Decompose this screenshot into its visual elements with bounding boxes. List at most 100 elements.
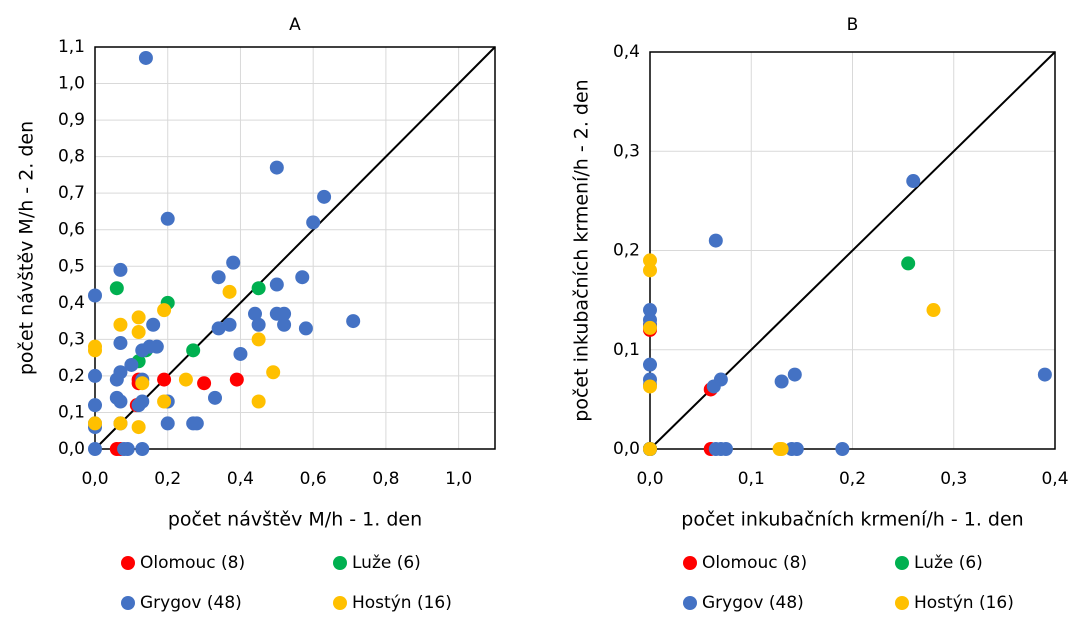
data-point	[643, 263, 657, 278]
data-point	[138, 50, 153, 65]
data-point	[211, 321, 226, 336]
data-point	[211, 270, 226, 285]
legend-label: Luže (6)	[352, 553, 421, 573]
x-tick-label: 0,4	[1041, 469, 1068, 489]
data-point	[149, 339, 164, 354]
data-point	[208, 390, 222, 405]
legend-label: Hostýn (16)	[914, 593, 1014, 613]
legend-label: Hostýn (16)	[352, 593, 452, 613]
x-tick-label: 0,4	[227, 469, 254, 489]
data-point	[787, 367, 802, 382]
data-point	[124, 357, 139, 372]
y-tick-label: 0,6	[58, 220, 85, 240]
data-point	[178, 372, 193, 387]
y-tick-label: 1,1	[58, 37, 85, 57]
data-point	[772, 442, 787, 456]
data-point	[88, 398, 102, 413]
data-point	[251, 394, 266, 409]
y-tick-label: 0,3	[613, 141, 640, 161]
x-axis-label: počet inkubačních krmení/h - 1. den	[681, 509, 1023, 531]
x-axis-label: počet návštěv M/h - 1. den	[168, 509, 422, 531]
data-point	[131, 310, 146, 325]
data-point	[906, 174, 921, 189]
data-point	[135, 442, 150, 456]
data-point	[277, 306, 292, 321]
data-point	[643, 379, 657, 394]
y-tick-label: 0,4	[58, 293, 85, 313]
x-tick-label: 0,6	[300, 469, 327, 489]
data-point	[643, 357, 657, 372]
diagonal-line	[94, 46, 496, 450]
x-tick-label: 1,0	[445, 469, 472, 489]
y-tick-label: 0,2	[613, 241, 640, 261]
chart-title: B	[847, 15, 859, 35]
legend-label: Grygov (48)	[702, 593, 804, 613]
data-point	[248, 306, 262, 321]
y-tick-label: 0,1	[613, 340, 640, 360]
data-point	[135, 343, 150, 358]
x-tick-label: 0,8	[372, 469, 399, 489]
data-point	[186, 343, 201, 358]
data-point	[109, 372, 124, 387]
data-point	[269, 160, 284, 175]
legend-marker	[895, 596, 909, 610]
data-point	[113, 317, 128, 332]
data-point	[160, 211, 175, 226]
data-point	[266, 365, 281, 380]
legend-marker	[121, 596, 135, 610]
data-point	[88, 288, 102, 303]
legend-label: Olomouc (8)	[140, 553, 245, 573]
data-point	[229, 372, 244, 387]
data-point	[269, 277, 284, 292]
data-point	[706, 379, 721, 394]
chart-title: A	[289, 15, 301, 35]
y-tick-label: 0,0	[613, 439, 640, 459]
data-point	[157, 372, 172, 387]
data-point	[317, 189, 332, 204]
x-tick-label: 0,3	[940, 469, 967, 489]
data-point	[233, 346, 248, 361]
data-point	[131, 325, 146, 340]
y-tick-label: 0,0	[58, 439, 85, 459]
data-point	[222, 284, 237, 299]
y-tick-label: 0,2	[58, 366, 85, 386]
y-axis-label: počet návštěv M/h - 2. den	[16, 121, 38, 375]
data-point	[113, 336, 128, 351]
data-point	[643, 320, 657, 335]
data-point	[157, 394, 172, 409]
legend-marker	[683, 556, 697, 570]
data-point	[708, 233, 723, 248]
data-point	[109, 281, 124, 296]
data-point	[643, 303, 657, 318]
data-point	[298, 321, 313, 336]
data-point	[88, 343, 102, 358]
data-point	[135, 376, 150, 391]
x-tick-label: 0,0	[81, 469, 108, 489]
data-point	[277, 317, 292, 332]
legend-label: Luže (6)	[914, 553, 983, 573]
data-point	[146, 317, 161, 332]
data-point	[113, 416, 128, 431]
data-point	[120, 442, 135, 456]
y-tick-label: 0,4	[613, 42, 640, 62]
y-tick-label: 0,7	[58, 183, 85, 203]
data-point	[88, 442, 102, 456]
data-point	[88, 416, 102, 431]
y-tick-label: 0,3	[58, 329, 85, 349]
data-point	[926, 303, 941, 318]
data-point	[784, 442, 799, 456]
data-point	[251, 332, 266, 347]
data-point	[901, 256, 916, 271]
data-point	[295, 270, 310, 285]
data-point	[189, 416, 204, 431]
data-point	[306, 215, 321, 230]
data-point	[113, 394, 128, 409]
data-point	[251, 281, 266, 296]
legend-marker	[683, 596, 697, 610]
data-point	[251, 317, 266, 332]
y-tick-label: 0,1	[58, 402, 85, 422]
x-tick-label: 0,1	[738, 469, 765, 489]
plot-frame	[94, 46, 496, 450]
data-point	[131, 420, 146, 435]
